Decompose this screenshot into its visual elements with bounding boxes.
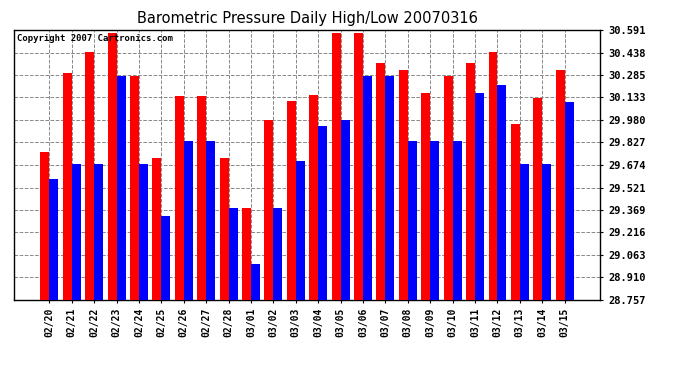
Bar <box>287 101 296 300</box>
Bar <box>354 33 363 300</box>
Bar <box>542 164 551 300</box>
Bar <box>184 141 193 300</box>
Text: Copyright 2007 Cartronics.com: Copyright 2007 Cartronics.com <box>17 34 172 43</box>
Bar <box>219 158 228 300</box>
Bar <box>386 76 395 300</box>
Bar <box>296 161 305 300</box>
Bar <box>108 33 117 300</box>
Bar <box>41 152 50 300</box>
Bar <box>117 76 126 300</box>
Bar <box>152 158 161 300</box>
Bar <box>399 70 408 300</box>
Bar <box>95 164 103 300</box>
Bar <box>139 164 148 300</box>
Bar <box>228 208 237 300</box>
Bar <box>444 76 453 300</box>
Bar <box>431 141 440 300</box>
Bar <box>533 98 542 300</box>
Bar <box>318 126 327 300</box>
Bar <box>377 63 386 300</box>
Bar <box>161 216 170 300</box>
Bar <box>130 76 139 300</box>
Bar <box>251 264 260 300</box>
Bar <box>511 124 520 300</box>
Bar <box>422 93 431 300</box>
Bar <box>341 120 350 300</box>
Bar <box>475 93 484 300</box>
Bar <box>363 76 372 300</box>
Bar <box>242 208 251 300</box>
Bar <box>453 141 462 300</box>
Bar <box>408 141 417 300</box>
Bar <box>555 70 564 300</box>
Bar <box>63 73 72 300</box>
Title: Barometric Pressure Daily High/Low 20070316: Barometric Pressure Daily High/Low 20070… <box>137 11 477 26</box>
Bar <box>175 96 184 300</box>
Bar <box>273 208 282 300</box>
Bar <box>86 52 95 300</box>
Bar <box>72 164 81 300</box>
Bar <box>332 33 341 300</box>
Bar <box>564 102 573 300</box>
Bar <box>206 141 215 300</box>
Bar <box>489 52 497 300</box>
Bar <box>309 95 318 300</box>
Bar <box>50 179 59 300</box>
Bar <box>466 63 475 300</box>
Bar <box>197 96 206 300</box>
Bar <box>520 164 529 300</box>
Bar <box>497 85 506 300</box>
Bar <box>264 120 273 300</box>
